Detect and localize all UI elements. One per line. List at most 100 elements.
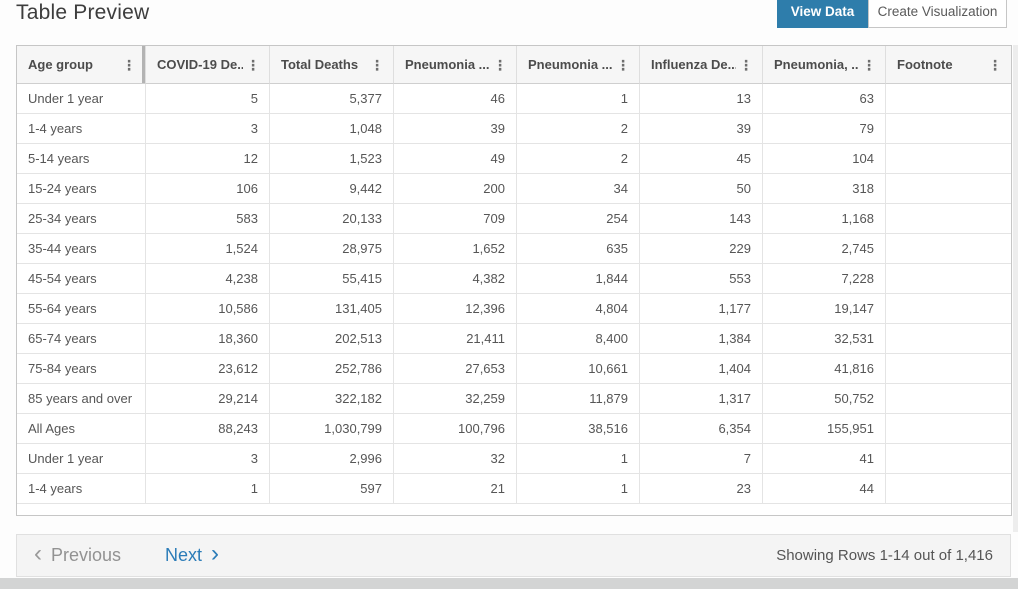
value-cell bbox=[886, 114, 1011, 144]
value-cell: 2,996 bbox=[270, 444, 394, 474]
age-group-cell: 25-34 years bbox=[17, 204, 146, 234]
column-header[interactable]: Pneumonia ... ⋮ bbox=[394, 46, 517, 84]
column-header[interactable]: Pneumonia ... ⋮ bbox=[517, 46, 640, 84]
table-row: All Ages 88,243 1,030,799 100,796 38,516 6,35… bbox=[17, 414, 1011, 444]
chevron-right-icon: › bbox=[211, 539, 220, 567]
view-data-button[interactable]: View Data bbox=[777, 0, 868, 28]
value-cell: 553 bbox=[640, 264, 763, 294]
value-cell: 5,377 bbox=[270, 84, 394, 114]
column-header[interactable]: Pneumonia, ... ⋮ bbox=[763, 46, 886, 84]
value-cell: 10,661 bbox=[517, 354, 640, 384]
create-visualization-button[interactable]: Create Visualization bbox=[868, 0, 1007, 28]
value-cell bbox=[886, 144, 1011, 174]
value-cell: 229 bbox=[640, 234, 763, 264]
value-cell: 12 bbox=[146, 144, 270, 174]
table-row: 15-24 years 106 9,442 200 34 50 318 bbox=[17, 174, 1011, 204]
column-header[interactable]: COVID-19 De... ⋮ bbox=[146, 46, 270, 84]
value-cell: 1,523 bbox=[270, 144, 394, 174]
value-cell: 19,147 bbox=[763, 294, 886, 324]
age-group-cell: All Ages bbox=[17, 414, 146, 444]
value-cell: 38,516 bbox=[517, 414, 640, 444]
value-cell: 46 bbox=[394, 84, 517, 114]
value-cell bbox=[886, 264, 1011, 294]
value-cell: 18,360 bbox=[146, 324, 270, 354]
data-table: Age group ⋮ COVID-19 De... ⋮ Total Deaths ⋮ Pn… bbox=[17, 46, 1011, 504]
value-cell: 88,243 bbox=[146, 414, 270, 444]
column-header[interactable]: Total Deaths ⋮ bbox=[270, 46, 394, 84]
value-cell: 32 bbox=[394, 444, 517, 474]
value-cell: 32,531 bbox=[763, 324, 886, 354]
value-cell: 49 bbox=[394, 144, 517, 174]
previous-label: Previous bbox=[51, 545, 122, 565]
table-preview-card: Age group ⋮ COVID-19 De... ⋮ Total Deaths ⋮ Pn… bbox=[16, 45, 1012, 516]
value-cell: 10,586 bbox=[146, 294, 270, 324]
value-cell: 1,030,799 bbox=[270, 414, 394, 444]
age-group-cell: 45-54 years bbox=[17, 264, 146, 294]
value-cell bbox=[886, 384, 1011, 414]
value-cell: 29,214 bbox=[146, 384, 270, 414]
age-group-cell: 5-14 years bbox=[17, 144, 146, 174]
age-group-cell: 55-64 years bbox=[17, 294, 146, 324]
column-header[interactable]: Footnote ⋮ bbox=[886, 46, 1011, 84]
value-cell: 635 bbox=[517, 234, 640, 264]
table-row: 55-64 years 10,586 131,405 12,396 4,804 1,177… bbox=[17, 294, 1011, 324]
value-cell: 2 bbox=[517, 144, 640, 174]
column-header[interactable]: Age group ⋮ bbox=[17, 46, 146, 84]
row-count-status: Showing Rows 1-14 out of 1,416 bbox=[776, 547, 993, 564]
column-menu-kebab-icon[interactable]: ⋮ bbox=[862, 56, 876, 73]
value-cell bbox=[886, 84, 1011, 114]
column-menu-kebab-icon[interactable]: ⋮ bbox=[988, 56, 1002, 73]
value-cell: 4,804 bbox=[517, 294, 640, 324]
column-menu-kebab-icon[interactable]: ⋮ bbox=[370, 56, 384, 73]
column-header-label: Influenza De... bbox=[651, 57, 736, 72]
pagination-bar: ‹ Previous Next › Showing Rows 1-14 out … bbox=[16, 534, 1011, 577]
value-cell: 1,652 bbox=[394, 234, 517, 264]
chevron-left-icon: ‹ bbox=[34, 539, 42, 567]
column-menu-kebab-icon[interactable]: ⋮ bbox=[493, 56, 507, 73]
table-row: 85 years and over 29,214 322,182 32,259 11,8… bbox=[17, 384, 1011, 414]
page-title: Table Preview bbox=[16, 1, 150, 24]
column-menu-kebab-icon[interactable]: ⋮ bbox=[616, 56, 630, 73]
value-cell: 7,228 bbox=[763, 264, 886, 294]
age-group-cell: 35-44 years bbox=[17, 234, 146, 264]
value-cell: 39 bbox=[640, 114, 763, 144]
table-row: 35-44 years 1,524 28,975 1,652 635 229 2,745 bbox=[17, 234, 1011, 264]
value-cell: 1,048 bbox=[270, 114, 394, 144]
column-header[interactable]: Influenza De... ⋮ bbox=[640, 46, 763, 84]
value-cell: 3 bbox=[146, 114, 270, 144]
age-group-cell: 1-4 years bbox=[17, 114, 146, 144]
table-row: 65-74 years 18,360 202,513 21,411 8,400 1,384… bbox=[17, 324, 1011, 354]
age-group-cell: Under 1 year bbox=[17, 84, 146, 114]
value-cell: 1,168 bbox=[763, 204, 886, 234]
value-cell: 252,786 bbox=[270, 354, 394, 384]
value-cell bbox=[886, 204, 1011, 234]
table-row: 45-54 years 4,238 55,415 4,382 1,844 553 7,228 bbox=[17, 264, 1011, 294]
value-cell: 6,354 bbox=[640, 414, 763, 444]
value-cell: 1 bbox=[517, 444, 640, 474]
value-cell: 79 bbox=[763, 114, 886, 144]
column-menu-kebab-icon[interactable]: ⋮ bbox=[739, 56, 753, 73]
horizontal-scrollbar-track[interactable] bbox=[0, 578, 1018, 589]
value-cell: 28,975 bbox=[270, 234, 394, 264]
age-group-cell: 1-4 years bbox=[17, 474, 146, 504]
value-cell bbox=[886, 234, 1011, 264]
column-header-label: Footnote bbox=[897, 57, 953, 72]
value-cell: 9,442 bbox=[270, 174, 394, 204]
value-cell: 1 bbox=[517, 474, 640, 504]
value-cell bbox=[886, 474, 1011, 504]
next-page-button[interactable]: Next › bbox=[165, 539, 220, 568]
value-cell: 1,404 bbox=[640, 354, 763, 384]
table-row: 5-14 years 12 1,523 49 2 45 104 bbox=[17, 144, 1011, 174]
value-cell: 1,177 bbox=[640, 294, 763, 324]
column-menu-kebab-icon[interactable]: ⋮ bbox=[122, 56, 136, 73]
value-cell: 50 bbox=[640, 174, 763, 204]
vertical-scrollbar-track[interactable] bbox=[1013, 45, 1018, 532]
value-cell: 1,384 bbox=[640, 324, 763, 354]
column-menu-kebab-icon[interactable]: ⋮ bbox=[246, 56, 260, 73]
age-group-cell: 75-84 years bbox=[17, 354, 146, 384]
value-cell: 3 bbox=[146, 444, 270, 474]
view-toggle-group: View Data Create Visualization bbox=[777, 0, 1007, 28]
value-cell: 23 bbox=[640, 474, 763, 504]
previous-page-button[interactable]: ‹ Previous bbox=[34, 539, 122, 568]
